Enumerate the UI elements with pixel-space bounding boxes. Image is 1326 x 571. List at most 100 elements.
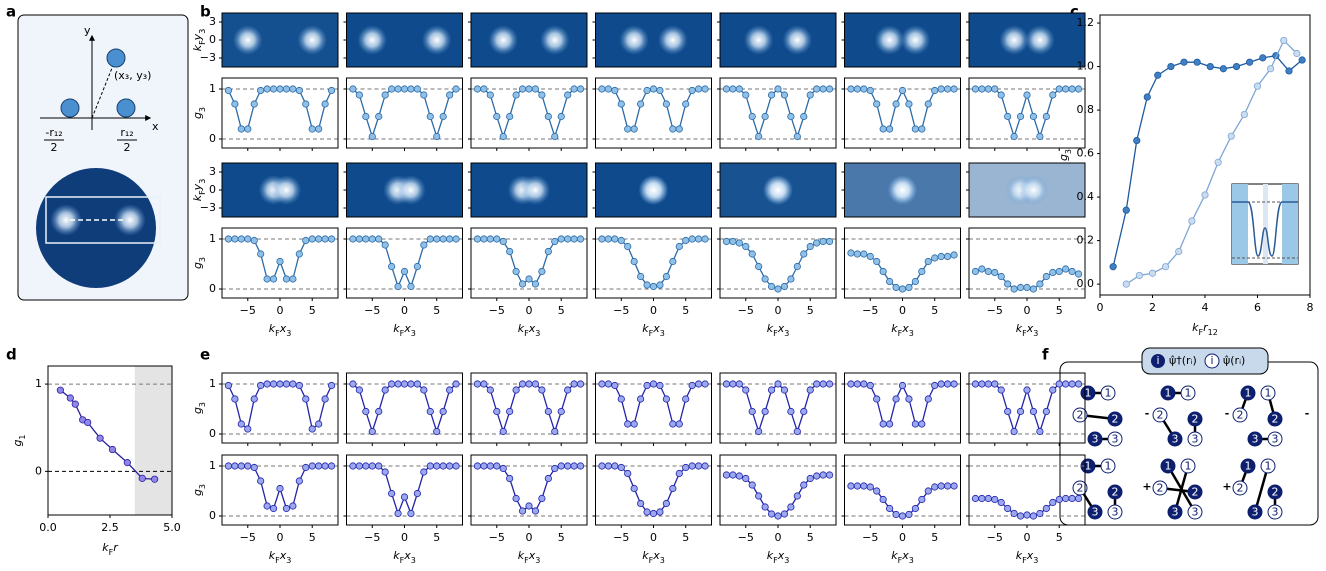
data-point bbox=[918, 267, 926, 276]
data-point bbox=[637, 499, 645, 508]
data-point bbox=[355, 235, 363, 243]
creation-node bbox=[1167, 431, 1183, 447]
data-point bbox=[637, 272, 645, 281]
data-point bbox=[375, 235, 383, 243]
data-point bbox=[518, 85, 527, 93]
data-point bbox=[643, 508, 651, 516]
blob bbox=[395, 175, 426, 205]
axis-label-part: x bbox=[279, 322, 287, 335]
data-point bbox=[761, 407, 769, 416]
node-label: 3 bbox=[1092, 506, 1099, 519]
data-point bbox=[315, 420, 323, 428]
node-label: 2 bbox=[1272, 486, 1279, 499]
creation-node bbox=[1247, 431, 1263, 447]
plot-frame bbox=[595, 77, 712, 149]
data-point bbox=[617, 100, 625, 108]
operator: - bbox=[1145, 407, 1150, 420]
axis-label-part: k bbox=[269, 322, 276, 335]
axis-label-part: F bbox=[524, 329, 529, 338]
data-point bbox=[1036, 509, 1044, 518]
data-point bbox=[433, 462, 441, 470]
data-point bbox=[237, 462, 245, 470]
annihilation-node bbox=[1260, 458, 1276, 474]
data-point bbox=[991, 85, 999, 93]
data-point bbox=[327, 235, 336, 243]
data-point bbox=[400, 493, 409, 501]
x-tick-label: −5 bbox=[613, 304, 629, 317]
axis-label-part: F bbox=[524, 556, 529, 565]
plot-frame bbox=[844, 372, 961, 444]
data-point bbox=[604, 462, 612, 470]
data-point bbox=[420, 91, 428, 99]
data-point bbox=[695, 380, 703, 388]
data-point bbox=[538, 267, 546, 276]
data-point bbox=[892, 510, 900, 519]
data-point bbox=[853, 380, 861, 388]
creation-node bbox=[1160, 458, 1176, 474]
axis-label-part: k bbox=[393, 322, 400, 335]
data-point bbox=[755, 132, 763, 141]
data-point bbox=[911, 277, 919, 286]
data-point bbox=[787, 503, 795, 511]
node-label: 3 bbox=[1112, 506, 1119, 519]
plot-frame bbox=[221, 454, 339, 526]
data-point bbox=[1227, 132, 1235, 140]
blob bbox=[271, 175, 302, 205]
axis-label-part: x bbox=[403, 549, 411, 562]
data-point bbox=[819, 237, 827, 246]
x-tick-label: 0 bbox=[775, 304, 782, 317]
data-point bbox=[506, 407, 514, 416]
axis-label-part: F bbox=[898, 329, 903, 338]
data-point bbox=[624, 125, 632, 133]
fit-line bbox=[850, 383, 955, 425]
plot-frame bbox=[719, 77, 837, 149]
legend-node bbox=[1151, 354, 1165, 368]
blob bbox=[297, 25, 328, 55]
axis-label-part: k bbox=[1016, 322, 1023, 335]
axis-label-part: 3 bbox=[198, 484, 207, 489]
data-point bbox=[394, 509, 402, 518]
data-point bbox=[538, 386, 546, 394]
data-point bbox=[1206, 62, 1214, 71]
axis-label-part: k bbox=[642, 549, 649, 562]
axis-label: kFr12 bbox=[1192, 321, 1218, 337]
blob bbox=[782, 25, 813, 55]
plot-frame bbox=[470, 372, 588, 444]
data-point bbox=[71, 400, 79, 408]
node-label: 1 bbox=[1105, 387, 1112, 400]
data-point bbox=[735, 380, 743, 388]
data-point bbox=[512, 494, 520, 503]
axis-label-part: 3 bbox=[198, 107, 207, 112]
data-point bbox=[375, 462, 383, 470]
axis-label: kFx3 bbox=[891, 549, 914, 565]
y-tick-label: 1 bbox=[209, 459, 216, 472]
axis-label-part: F bbox=[649, 329, 654, 338]
data-point bbox=[860, 85, 868, 93]
data-point bbox=[551, 464, 559, 473]
data-point bbox=[787, 275, 795, 283]
data-point bbox=[1259, 54, 1267, 62]
annihilation-node bbox=[1152, 407, 1168, 423]
data-point bbox=[295, 381, 303, 390]
creation-node bbox=[1107, 411, 1123, 427]
blob bbox=[874, 25, 905, 55]
data-point bbox=[269, 85, 278, 93]
data-point bbox=[825, 85, 834, 93]
plot-frame bbox=[221, 372, 339, 444]
annihilation-node bbox=[1072, 407, 1088, 423]
data-point bbox=[282, 85, 291, 93]
axis-label-part: 3 bbox=[411, 556, 416, 565]
data-point bbox=[244, 425, 252, 433]
data-point bbox=[499, 237, 507, 246]
x-tick-label: 0 bbox=[401, 531, 408, 544]
data-point bbox=[394, 85, 402, 93]
data-point bbox=[892, 395, 900, 403]
data-point bbox=[735, 239, 743, 247]
x-tick-label: 0 bbox=[650, 531, 657, 544]
data-point bbox=[984, 267, 992, 276]
data-point bbox=[905, 283, 913, 292]
data-point bbox=[806, 91, 814, 99]
data-point bbox=[486, 386, 494, 394]
data-point bbox=[761, 275, 769, 283]
node-label: 2 bbox=[1272, 413, 1279, 426]
